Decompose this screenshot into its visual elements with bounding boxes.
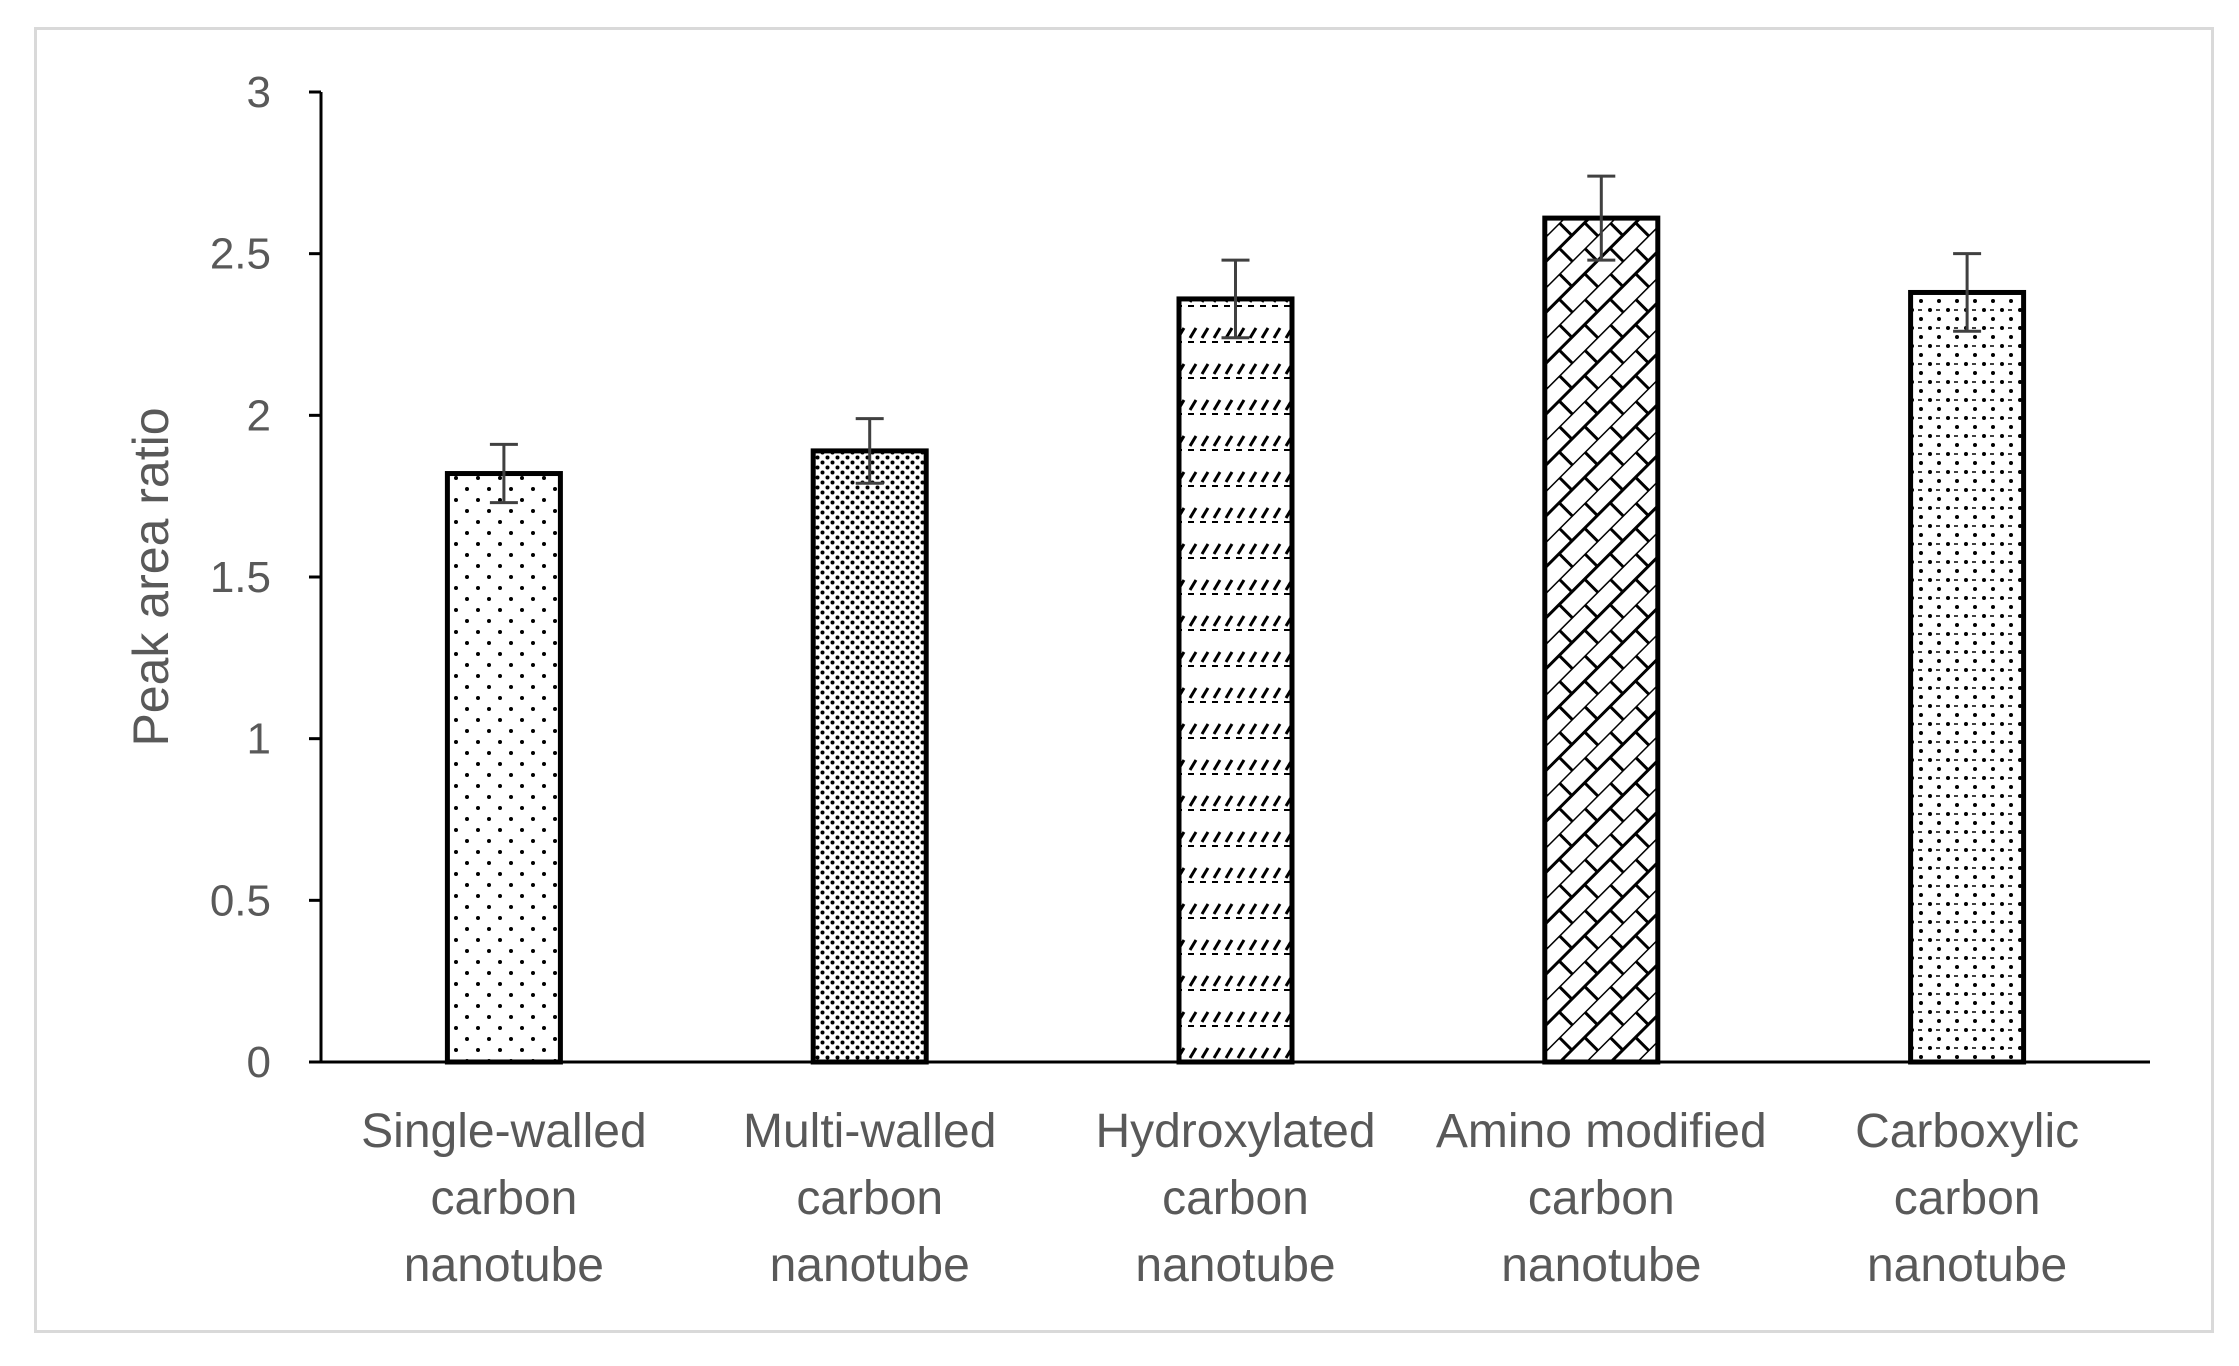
y-tick-label: 1.5 (210, 553, 271, 602)
category-label: carbon (1528, 1172, 1675, 1225)
category-label: carbon (1894, 1172, 2041, 1225)
category-label: nanotube (770, 1239, 970, 1292)
bars (444, 215, 2027, 1065)
category-label: nanotube (1867, 1239, 2067, 1292)
category-label: carbon (1162, 1172, 1309, 1225)
bar (444, 471, 563, 1065)
y-ticks: 0 0.5 1 1.5 2 2.5 3 (210, 68, 321, 1087)
x-labels: Single-walled carbon nanotube Multi-walled c… (361, 1105, 2079, 1292)
category-label: Multi-walled (743, 1105, 996, 1158)
category-label: Amino modified (1436, 1105, 1767, 1158)
bar (1908, 289, 2027, 1065)
y-tick-label: 2.5 (210, 230, 271, 279)
bar (1176, 296, 1295, 1065)
category-label: carbon (431, 1172, 578, 1225)
y-tick-label: 0.5 (210, 876, 271, 925)
y-tick-label: 0 (247, 1038, 271, 1087)
category-label: nanotube (1501, 1239, 1701, 1292)
y-tick-label: 2 (247, 391, 271, 440)
category-label: Carboxylic (1855, 1105, 2079, 1158)
y-tick-label: 3 (247, 68, 271, 117)
chart-frame (34, 27, 2214, 1333)
bar (1542, 215, 1661, 1065)
category-label: carbon (796, 1172, 943, 1225)
category-label: nanotube (404, 1239, 604, 1292)
error-bars (489, 174, 1982, 505)
category-label: nanotube (1135, 1239, 1335, 1292)
category-label: Hydroxylated (1095, 1105, 1375, 1158)
y-axis-title: Peak area ratio (123, 407, 179, 746)
bar (810, 448, 929, 1065)
y-tick-label: 1 (247, 715, 271, 764)
category-label: Single-walled (361, 1105, 647, 1158)
